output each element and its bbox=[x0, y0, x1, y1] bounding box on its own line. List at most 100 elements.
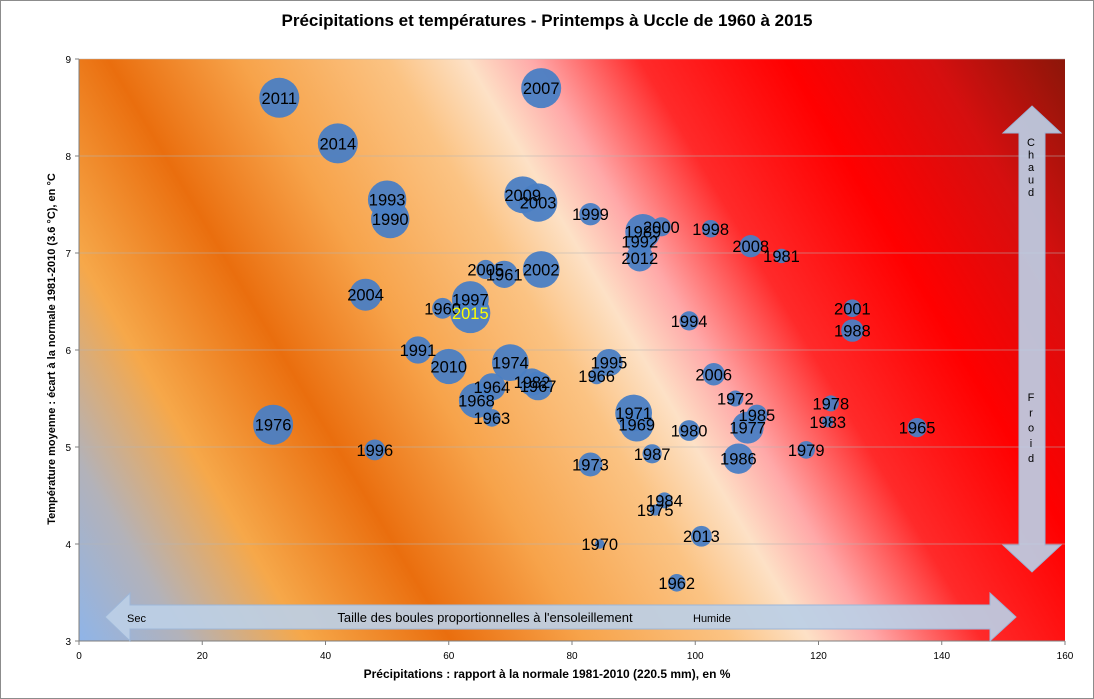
bubble-label-1987: 1987 bbox=[634, 446, 671, 464]
dry-label: Sec bbox=[127, 613, 146, 625]
bubble-label-2006: 2006 bbox=[695, 366, 732, 384]
bubble-label-1964: 1964 bbox=[474, 379, 511, 397]
x-tick-label: 160 bbox=[1057, 651, 1074, 662]
bubble-1988 bbox=[841, 319, 864, 342]
bubble-label-2010: 2010 bbox=[430, 358, 467, 376]
bubble-label-1995: 1995 bbox=[591, 355, 628, 373]
bubble-label-1961: 1961 bbox=[486, 266, 523, 284]
x-tick-label: 20 bbox=[197, 651, 209, 662]
horizontal-double-arrow bbox=[104, 591, 1017, 643]
bubble-label-1970: 1970 bbox=[581, 536, 618, 554]
bubble-2010 bbox=[431, 348, 467, 385]
bubble-label-1972: 1972 bbox=[717, 391, 754, 409]
x-tick-label: 0 bbox=[76, 651, 82, 662]
bubble-1974 bbox=[491, 344, 529, 382]
bubble-1994 bbox=[679, 311, 699, 331]
bubble-label-1998: 1998 bbox=[692, 221, 729, 239]
bubble-1969 bbox=[619, 407, 654, 442]
bubble-1960 bbox=[432, 297, 453, 319]
bubble-label-2009: 2009 bbox=[504, 187, 541, 205]
bubble-1975 bbox=[649, 504, 661, 516]
bubble-2013 bbox=[691, 525, 712, 547]
bubble-1997 bbox=[451, 281, 489, 318]
bubble-1964 bbox=[478, 373, 506, 401]
bubble-label-1974: 1974 bbox=[492, 355, 529, 373]
bubble-label-2008: 2008 bbox=[732, 238, 769, 256]
bubble-label-1997: 1997 bbox=[452, 292, 489, 310]
x-axis-title: Précipitations : rapport à la normale 19… bbox=[363, 667, 731, 681]
y-tick-label: 3 bbox=[65, 637, 71, 648]
bubble-label-1977: 1977 bbox=[729, 420, 766, 438]
bubble-1995 bbox=[595, 349, 623, 377]
bubble-label-1991: 1991 bbox=[400, 342, 437, 360]
bubble-label-1965: 1965 bbox=[899, 420, 936, 438]
bubble-1978 bbox=[822, 395, 839, 412]
bubble-label-1996: 1996 bbox=[356, 442, 393, 460]
bubble-1980 bbox=[678, 420, 700, 441]
bubble-2002 bbox=[522, 251, 560, 288]
chart-title: Précipitations et températures - Printem… bbox=[281, 11, 813, 30]
bubble-label-1982: 1982 bbox=[514, 374, 551, 392]
bubble-2008 bbox=[739, 235, 762, 258]
bubble-label-2005: 2005 bbox=[467, 261, 504, 279]
vertical-double-arrow bbox=[1001, 105, 1063, 573]
bubble-1970 bbox=[594, 539, 605, 549]
bubble-label-2002: 2002 bbox=[523, 261, 560, 279]
bubble-label-1983: 1983 bbox=[809, 414, 846, 432]
bubble-2014 bbox=[317, 123, 358, 164]
bubble-label-2000: 2000 bbox=[643, 219, 680, 237]
x-tick-label: 120 bbox=[810, 651, 827, 662]
x-tick-label: 80 bbox=[566, 651, 578, 662]
bubble-1983 bbox=[822, 416, 834, 428]
bubble-2000 bbox=[651, 217, 671, 237]
bubble-2006 bbox=[702, 363, 725, 386]
bubble-1982 bbox=[518, 368, 546, 396]
bubble-label-2012: 2012 bbox=[621, 250, 658, 268]
bubble-label-1960: 1960 bbox=[424, 300, 461, 318]
y-tick-label: 6 bbox=[65, 346, 71, 357]
bubble-1984 bbox=[656, 492, 673, 509]
bubble-label-1975: 1975 bbox=[637, 502, 674, 520]
bubble-label-1981: 1981 bbox=[763, 248, 800, 266]
bubble-1991 bbox=[404, 336, 432, 364]
x-tick-label: 40 bbox=[320, 651, 332, 662]
bubble-2011 bbox=[259, 77, 300, 118]
bubble-label-1984: 1984 bbox=[646, 492, 683, 510]
bubble-label-2001: 2001 bbox=[834, 300, 871, 318]
bubble-label-1980: 1980 bbox=[671, 423, 708, 441]
bubble-1972 bbox=[727, 390, 744, 407]
bubble-2009 bbox=[504, 176, 542, 214]
bubble-label-1963: 1963 bbox=[474, 410, 511, 428]
bubble-label-1986: 1986 bbox=[720, 451, 757, 469]
y-tick-label: 9 bbox=[65, 55, 71, 66]
bubble-1998 bbox=[701, 219, 720, 238]
bubble-1965 bbox=[907, 418, 927, 438]
bubble-label-1967: 1967 bbox=[520, 378, 557, 396]
bubble-label-1992: 1992 bbox=[621, 233, 658, 251]
bubble-label-2007: 2007 bbox=[523, 80, 560, 98]
bubble-label-1999: 1999 bbox=[572, 206, 609, 224]
y-tick-label: 8 bbox=[65, 152, 71, 163]
bubble-label-2004: 2004 bbox=[347, 287, 384, 305]
bubble-label-1976: 1976 bbox=[255, 417, 292, 435]
bubble-1986 bbox=[723, 443, 754, 474]
bubble-label-2013: 2013 bbox=[683, 528, 720, 546]
bubble-label-1968: 1968 bbox=[458, 392, 495, 410]
bubble-label-1990: 1990 bbox=[372, 211, 409, 229]
wet-label: Humide bbox=[693, 613, 731, 625]
bubble-label-2015: 2015 bbox=[452, 305, 489, 323]
bubble-label-1962: 1962 bbox=[658, 575, 695, 593]
bubble-2012 bbox=[626, 244, 654, 272]
bubble-1961 bbox=[490, 260, 518, 288]
y-tick-label: 5 bbox=[65, 443, 71, 454]
arrow-caption: Taille des boules proportionnelles à l'e… bbox=[337, 610, 633, 625]
bubble-1999 bbox=[579, 203, 602, 226]
bubble-label-1985: 1985 bbox=[739, 407, 776, 425]
bubble-label-1973: 1973 bbox=[572, 456, 609, 474]
bubble-label-1969: 1969 bbox=[618, 417, 655, 435]
x-tick-label: 100 bbox=[687, 651, 704, 662]
bubble-label-2003: 2003 bbox=[520, 195, 557, 213]
bubble-label-2011: 2011 bbox=[262, 90, 297, 108]
